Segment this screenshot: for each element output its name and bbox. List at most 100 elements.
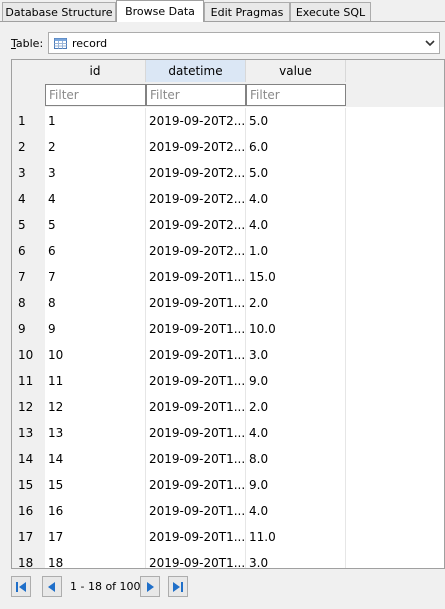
table-row[interactable]: 10 10 2019-09-20T1... 3.0 (12, 342, 444, 368)
row-number[interactable]: 10 (18, 348, 34, 362)
cell-datetime[interactable]: 2019-09-20T2... (146, 238, 246, 264)
cell-id[interactable]: 17 (45, 524, 146, 550)
table-row[interactable]: 15 15 2019-09-20T1... 9.0 (12, 472, 444, 498)
row-number[interactable]: 1 (18, 114, 26, 128)
filter-input-datetime[interactable]: Filter (146, 84, 246, 106)
table-row[interactable]: 1 1 2019-09-20T2... 5.0 (12, 108, 444, 134)
cell-value[interactable]: 4.0 (246, 420, 346, 446)
row-number[interactable]: 8 (18, 296, 26, 310)
row-number[interactable]: 2 (18, 140, 26, 154)
cell-datetime[interactable]: 2019-09-20T2... (146, 160, 246, 186)
cell-id[interactable]: 15 (45, 472, 146, 498)
table-row[interactable]: 16 16 2019-09-20T1... 4.0 (12, 498, 444, 524)
cell-value[interactable]: 10.0 (246, 316, 346, 342)
cell-id[interactable]: 12 (45, 394, 146, 420)
row-number[interactable]: 12 (18, 400, 34, 414)
cell-value[interactable]: 6.0 (246, 134, 346, 160)
cell-id[interactable]: 14 (45, 446, 146, 472)
table-row[interactable]: 17 17 2019-09-20T1... 11.0 (12, 524, 444, 550)
previous-page-button[interactable] (42, 576, 62, 597)
cell-id[interactable]: 4 (45, 186, 146, 212)
table-select[interactable]: record (48, 32, 440, 54)
next-page-button[interactable] (140, 576, 160, 597)
cell-datetime[interactable]: 2019-09-20T1... (146, 524, 246, 550)
table-row[interactable]: 3 3 2019-09-20T2... 5.0 (12, 160, 444, 186)
cell-value[interactable]: 4.0 (246, 212, 346, 238)
row-number[interactable]: 16 (18, 504, 34, 518)
row-number[interactable]: 15 (18, 478, 34, 492)
cell-value[interactable]: 2.0 (246, 394, 346, 420)
cell-value[interactable]: 1.0 (246, 238, 346, 264)
row-number[interactable]: 4 (18, 192, 26, 206)
cell-id[interactable]: 2 (45, 134, 146, 160)
cell-id[interactable]: 3 (45, 160, 146, 186)
chevron-down-icon[interactable] (425, 37, 435, 49)
cell-datetime[interactable]: 2019-09-20T1... (146, 420, 246, 446)
cell-value[interactable]: 4.0 (246, 186, 346, 212)
cell-id[interactable]: 7 (45, 264, 146, 290)
cell-value[interactable]: 11.0 (246, 524, 346, 550)
cell-datetime[interactable]: 2019-09-20T1... (146, 472, 246, 498)
cell-id[interactable]: 5 (45, 212, 146, 238)
cell-id[interactable]: 13 (45, 420, 146, 446)
cell-value[interactable]: 9.0 (246, 472, 346, 498)
cell-value[interactable]: 15.0 (246, 264, 346, 290)
cell-datetime[interactable]: 2019-09-20T2... (146, 186, 246, 212)
cell-id[interactable]: 10 (45, 342, 146, 368)
table-row[interactable]: 7 7 2019-09-20T1... 15.0 (12, 264, 444, 290)
row-number[interactable]: 7 (18, 270, 26, 284)
column-header-datetime[interactable]: datetime (146, 60, 246, 82)
cell-value[interactable]: 2.0 (246, 290, 346, 316)
cell-id[interactable]: 16 (45, 498, 146, 524)
column-header-value[interactable]: value (246, 60, 346, 82)
cell-datetime[interactable]: 2019-09-20T1... (146, 290, 246, 316)
row-number[interactable]: 13 (18, 426, 34, 440)
table-row[interactable]: 14 14 2019-09-20T1... 8.0 (12, 446, 444, 472)
table-row[interactable]: 18 18 2019-09-20T1... 3.0 (12, 550, 444, 569)
cell-value[interactable]: 3.0 (246, 342, 346, 368)
row-number[interactable]: 11 (18, 374, 34, 388)
table-row[interactable]: 6 6 2019-09-20T2... 1.0 (12, 238, 444, 264)
cell-id[interactable]: 8 (45, 290, 146, 316)
cell-datetime[interactable]: 2019-09-20T1... (146, 550, 246, 568)
cell-datetime[interactable]: 2019-09-20T1... (146, 446, 246, 472)
tab-execute-sql[interactable]: Execute SQL (290, 2, 371, 21)
cell-id[interactable]: 18 (45, 550, 146, 568)
tab-database-structure[interactable]: Database Structure (2, 2, 116, 21)
column-header-id[interactable]: id (45, 60, 146, 82)
cell-id[interactable]: 6 (45, 238, 146, 264)
cell-value[interactable]: 3.0 (246, 550, 346, 568)
row-number[interactable]: 17 (18, 530, 34, 544)
cell-datetime[interactable]: 2019-09-20T1... (146, 316, 246, 342)
cell-datetime[interactable]: 2019-09-20T2... (146, 134, 246, 160)
table-row[interactable]: 9 9 2019-09-20T1... 10.0 (12, 316, 444, 342)
last-page-button[interactable] (168, 576, 188, 597)
tab-edit-pragmas[interactable]: Edit Pragmas (204, 2, 290, 21)
filter-input-id[interactable]: Filter (45, 84, 146, 106)
cell-value[interactable]: 9.0 (246, 368, 346, 394)
cell-datetime[interactable]: 2019-09-20T2... (146, 108, 246, 134)
row-number[interactable]: 18 (18, 556, 34, 569)
row-number[interactable]: 14 (18, 452, 34, 466)
cell-value[interactable]: 4.0 (246, 498, 346, 524)
table-row[interactable]: 13 13 2019-09-20T1... 4.0 (12, 420, 444, 446)
filter-input-value[interactable]: Filter (246, 84, 346, 106)
tab-browse-data[interactable]: Browse Data (116, 0, 204, 22)
cell-datetime[interactable]: 2019-09-20T1... (146, 342, 246, 368)
cell-value[interactable]: 8.0 (246, 446, 346, 472)
cell-id[interactable]: 11 (45, 368, 146, 394)
data-grid[interactable]: id datetime value Filter Filter Filter 1… (11, 59, 445, 569)
table-row[interactable]: 8 8 2019-09-20T1... 2.0 (12, 290, 444, 316)
cell-datetime[interactable]: 2019-09-20T1... (146, 368, 246, 394)
table-row[interactable]: 11 11 2019-09-20T1... 9.0 (12, 368, 444, 394)
cell-id[interactable]: 1 (45, 108, 146, 134)
cell-datetime[interactable]: 2019-09-20T1... (146, 264, 246, 290)
first-page-button[interactable] (11, 576, 31, 597)
cell-value[interactable]: 5.0 (246, 160, 346, 186)
cell-datetime[interactable]: 2019-09-20T2... (146, 212, 246, 238)
table-row[interactable]: 4 4 2019-09-20T2... 4.0 (12, 186, 444, 212)
table-row[interactable]: 2 2 2019-09-20T2... 6.0 (12, 134, 444, 160)
row-number[interactable]: 3 (18, 166, 26, 180)
cell-datetime[interactable]: 2019-09-20T1... (146, 498, 246, 524)
cell-value[interactable]: 5.0 (246, 108, 346, 134)
